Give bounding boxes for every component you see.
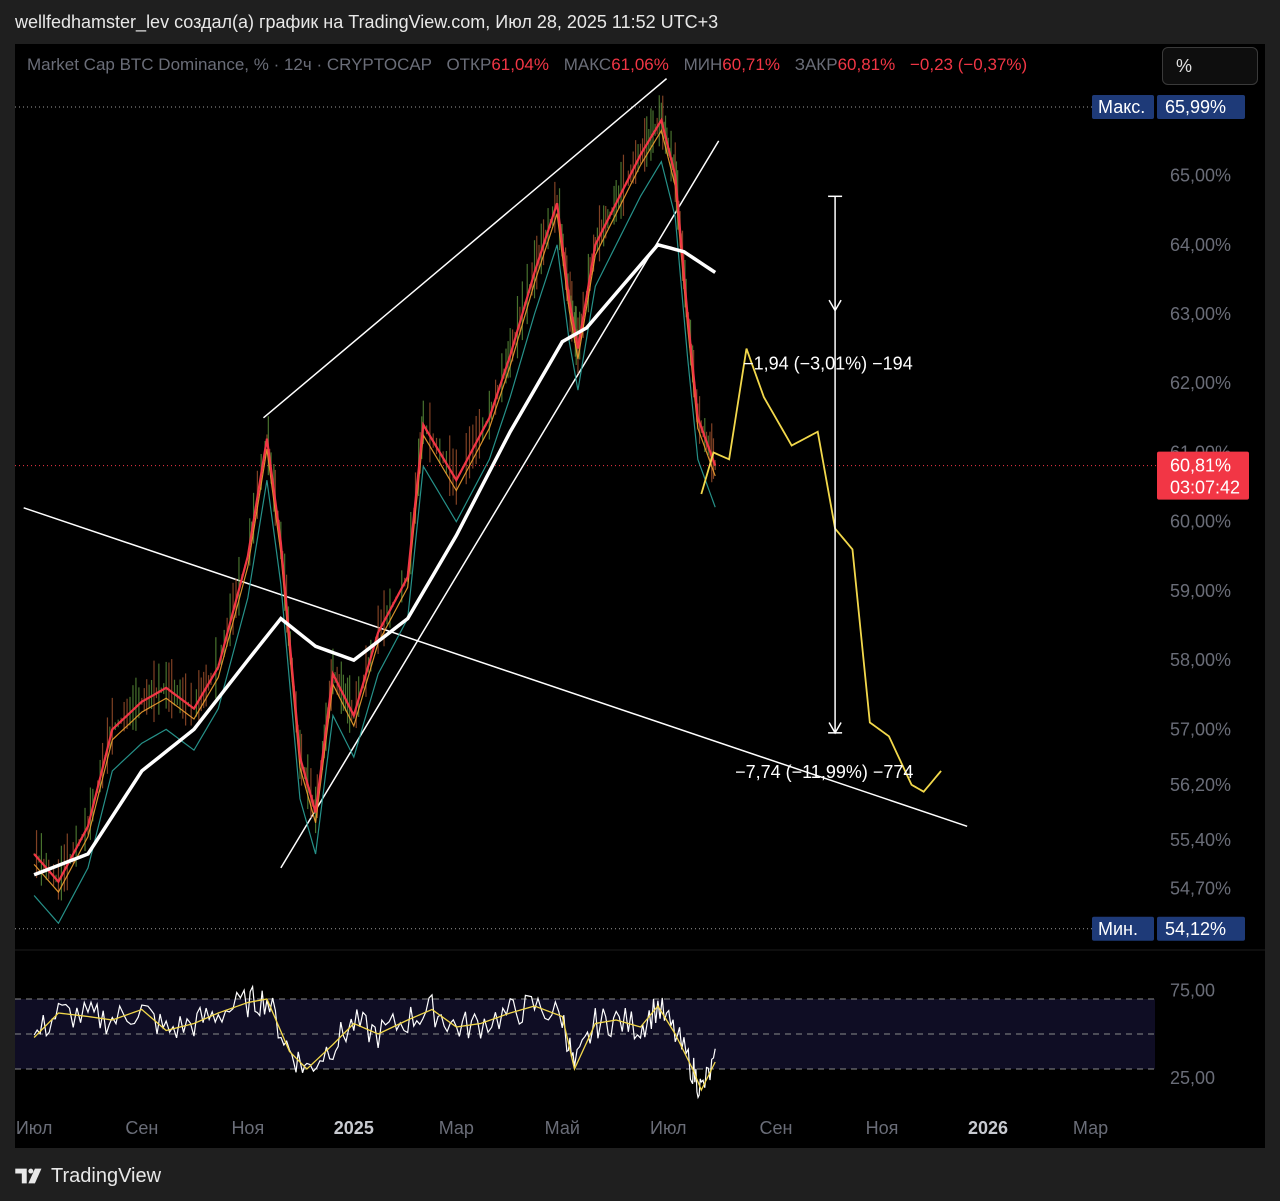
legend-open-label: ОТКР bbox=[446, 55, 492, 74]
plot-background bbox=[15, 44, 1265, 1148]
measure-label-top: −1,94 (−3,01%) −194 bbox=[743, 353, 913, 373]
x-tick-label: 2025 bbox=[334, 1118, 374, 1138]
symbol-legend: Market Cap BTC Dominance, % · 12ч · CRYP… bbox=[27, 55, 1027, 75]
y-tick-label: 62,00% bbox=[1170, 373, 1231, 393]
measure-arrow-mid bbox=[828, 299, 842, 313]
chart-panel[interactable]: −1,94 (−3,01%) −194 −7,74 (−11,99%) −774 … bbox=[15, 44, 1265, 1148]
trend-line bbox=[280, 140, 720, 869]
y-tick-label: 57,00% bbox=[1170, 719, 1231, 739]
legend-open-value: 61,04% bbox=[491, 55, 549, 74]
measure-arrow-end bbox=[828, 722, 842, 735]
osc-y-tick-label: 25,00 bbox=[1170, 1068, 1215, 1088]
ma-white-line bbox=[33, 242, 717, 877]
legend-close-label: ЗАКР bbox=[794, 55, 838, 74]
y-tick-label: 55,40% bbox=[1170, 830, 1231, 850]
min-tag-value-bg bbox=[1157, 916, 1245, 941]
percent-scale-button[interactable]: % bbox=[1162, 47, 1258, 85]
trend-line bbox=[262, 78, 668, 419]
x-tick-label: 2026 bbox=[968, 1118, 1008, 1138]
x-tick-label: Июл bbox=[650, 1118, 687, 1138]
y-tick-label: 64,00% bbox=[1170, 235, 1231, 255]
chart-caption: wellfedhamster_lev создал(а) график на T… bbox=[15, 12, 719, 32]
projection-path bbox=[700, 348, 942, 793]
legend-low-label: МИН bbox=[683, 55, 723, 74]
y-tick-label: 60,00% bbox=[1170, 512, 1231, 532]
tradingview-logo-icon bbox=[15, 1168, 42, 1184]
min-tag-label-bg bbox=[1092, 916, 1154, 941]
x-tick-label: Ноя bbox=[231, 1118, 264, 1138]
min-tag-label: Мин. bbox=[1098, 919, 1138, 939]
x-tick-label: Июл bbox=[16, 1118, 53, 1138]
legend-low-value: 60,71% bbox=[722, 55, 780, 74]
max-tag-value: 65,99% bbox=[1165, 97, 1226, 117]
legend-change-value: −0,23 (−0,37%) bbox=[909, 55, 1028, 74]
trend-line bbox=[23, 507, 968, 828]
price-line bbox=[33, 117, 717, 884]
x-tick-label: Мар bbox=[1073, 1118, 1108, 1138]
x-tick-label: Май bbox=[545, 1118, 580, 1138]
legend-close-value: 60,81% bbox=[837, 55, 896, 74]
chart-canvas[interactable]: −1,94 (−3,01%) −194−7,74 (−11,99%) −774 … bbox=[15, 44, 1265, 1148]
legend-high-value: 61,06% bbox=[611, 55, 669, 74]
max-tag-value-bg bbox=[1157, 95, 1245, 119]
x-tick-label: Сен bbox=[125, 1118, 158, 1138]
tradingview-footer[interactable]: TradingView bbox=[15, 1162, 161, 1190]
y-tick-label: 54,70% bbox=[1170, 879, 1231, 899]
price-tag-value: 60,81% bbox=[1170, 456, 1231, 476]
min-tag-value: 54,12% bbox=[1165, 919, 1226, 939]
ma-orange-line bbox=[33, 128, 716, 894]
x-tick-label: Ноя bbox=[866, 1118, 899, 1138]
tradingview-brand: TradingView bbox=[51, 1164, 162, 1187]
osc-line bbox=[33, 984, 716, 1100]
x-tick-label: Мар bbox=[439, 1118, 474, 1138]
max-tag-label-bg bbox=[1092, 95, 1154, 119]
legend-high-label: МАКС bbox=[563, 55, 612, 74]
measure-label-bottom: −7,74 (−11,99%) −774 bbox=[735, 762, 913, 782]
price-tag-bg bbox=[1157, 451, 1249, 500]
y-tick-label: 58,00% bbox=[1170, 650, 1231, 670]
y-tick-label: 65,00% bbox=[1170, 166, 1231, 186]
legend-symbol: Market Cap BTC Dominance, % · 12ч · CRYP… bbox=[27, 55, 432, 74]
x-tick-label: Сен bbox=[760, 1118, 793, 1138]
y-tick-label: 56,20% bbox=[1170, 775, 1231, 795]
y-tick-label: 63,00% bbox=[1170, 304, 1231, 324]
price-tag-countdown: 03:07:42 bbox=[1170, 478, 1240, 498]
y-tick-label: 59,00% bbox=[1170, 581, 1231, 601]
osc-y-tick-label: 75,00 bbox=[1170, 980, 1215, 1000]
osc-signal-line bbox=[33, 998, 716, 1092]
max-tag-label: Макс. bbox=[1098, 97, 1145, 117]
